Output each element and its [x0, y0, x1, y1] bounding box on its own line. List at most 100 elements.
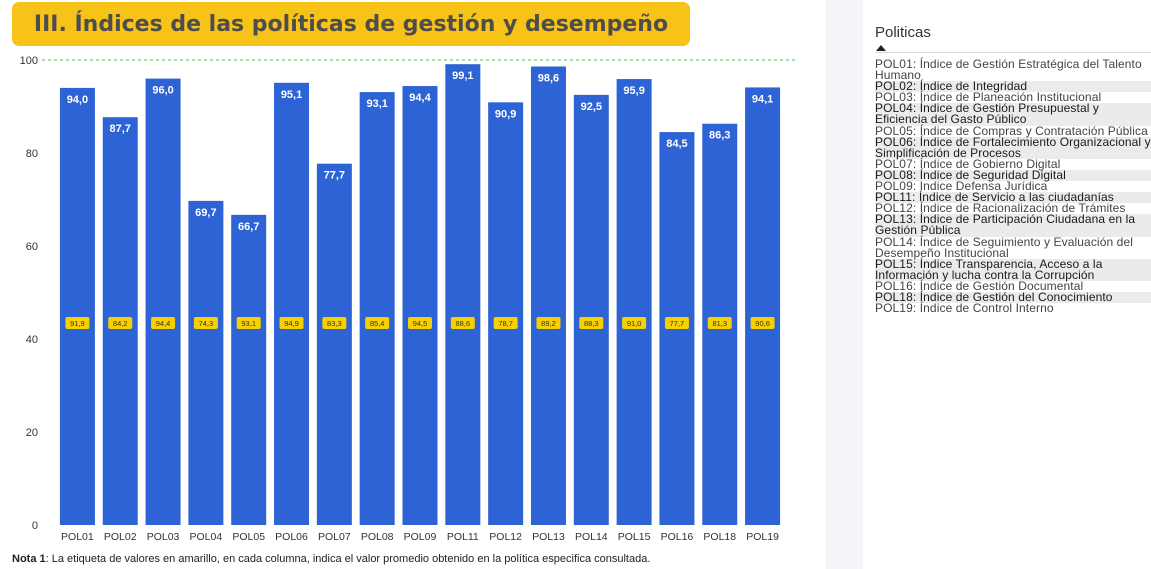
slicer-item[interactable]: POL08: Índice de Seguridad Digital — [875, 169, 1151, 182]
bar-value-label: 94,1 — [752, 93, 773, 105]
x-tick-label: POL04 — [190, 531, 223, 543]
slicer-item[interactable]: POL06: Índice de Fortalecimiento Organiz… — [875, 134, 1151, 160]
slicer-item[interactable]: POL16: Índice de Gestión Documental — [875, 278, 1084, 293]
bar — [274, 82, 310, 525]
slicer-item[interactable]: POL03: Índice de Planeación Instituciona… — [875, 90, 1102, 105]
average-badge — [151, 317, 176, 329]
average-value-label: 94,5 — [413, 319, 428, 328]
y-tick-label: 0 — [32, 520, 38, 532]
bar-value-label: 66,7 — [238, 221, 259, 233]
bar — [231, 214, 267, 525]
average-badge — [750, 317, 775, 329]
y-tick-label: 80 — [26, 148, 38, 160]
x-tick-label: POL02 — [104, 531, 137, 543]
average-value-label: 90,6 — [755, 319, 770, 328]
slicer-item[interactable]: POL05: Índice de Compras y Contratación … — [875, 123, 1148, 138]
average-badge — [322, 317, 347, 329]
bar-value-label: 77,7 — [324, 170, 345, 182]
x-tick-label: POL07 — [318, 531, 351, 543]
slicer-item[interactable]: POL09: Indice Defensa Jurídica — [875, 179, 1048, 194]
note-label: Nota 1 — [12, 553, 46, 565]
slicer-item[interactable]: POL01: Índice de Gestión Estratégica del… — [875, 57, 1142, 83]
average-value-label: 77,7 — [670, 319, 685, 328]
x-tick-label: POL12 — [489, 531, 522, 543]
average-value-label: 91,9 — [70, 319, 85, 328]
average-badge — [664, 317, 689, 329]
bar — [188, 200, 224, 525]
average-value-label: 89,2 — [541, 319, 556, 328]
average-value-label: 83,3 — [327, 319, 342, 328]
slicer-item[interactable]: POL07: Índice de Gobierno Digital — [875, 156, 1061, 171]
average-value-label: 74,3 — [199, 319, 214, 328]
average-value-label: 84,2 — [113, 319, 128, 328]
bar-value-label: 98,6 — [538, 73, 559, 85]
x-tick-label: POL06 — [275, 531, 308, 543]
slicer-title: Politicas — [875, 24, 931, 41]
x-tick-label: POL15 — [618, 531, 651, 543]
average-badge — [450, 317, 475, 329]
bar — [488, 102, 524, 525]
x-tick-label: POL13 — [532, 531, 565, 543]
average-badge — [65, 317, 90, 329]
average-badge — [408, 317, 432, 329]
slicer-item[interactable]: POL15: Índice Transparencia, Acceso a la… — [875, 258, 1151, 281]
average-value-label: 94,9 — [284, 319, 299, 328]
x-tick-label: POL18 — [703, 531, 736, 543]
average-value-label: 85,4 — [370, 319, 385, 328]
bar — [445, 64, 481, 525]
slicer-item[interactable]: POL11: Índice de Servicio a las ciudadan… — [875, 191, 1151, 204]
slicer-item[interactable]: POL04: Índice de Gestión Presupuestal y … — [875, 102, 1151, 126]
bar — [316, 163, 352, 525]
bar — [573, 94, 609, 525]
bar — [402, 86, 438, 525]
slicer-item[interactable]: POL19: Índice de Control Interno — [875, 301, 1054, 316]
y-tick-label: 20 — [26, 427, 38, 439]
bar-value-label: 96,0 — [152, 85, 173, 97]
slicer-item[interactable]: POL14: Índice de Seguimiento y Evaluació… — [875, 234, 1133, 260]
bar-value-label: 95,9 — [623, 85, 644, 97]
bar-value-label: 87,7 — [110, 123, 131, 135]
average-value-label: 81,3 — [712, 319, 727, 328]
bar — [59, 87, 95, 526]
x-tick-label: POL11 — [447, 531, 479, 543]
x-tick-label: POL08 — [361, 531, 394, 543]
average-badge — [707, 317, 732, 329]
slicer-item[interactable]: POL12: Índice de Racionalización de Trám… — [875, 201, 1126, 216]
bar-value-label: 94,0 — [67, 94, 88, 106]
slicer-item[interactable]: POL02: Índice de Integridad — [875, 80, 1151, 93]
average-value-label: 91,0 — [627, 319, 642, 328]
bar — [530, 66, 566, 525]
average-value-label: 88,3 — [584, 319, 599, 328]
bar-value-label: 84,5 — [666, 138, 687, 150]
y-tick-label: 40 — [26, 334, 38, 346]
bar-value-label: 93,1 — [366, 98, 387, 110]
average-value-label: 78,7 — [498, 319, 513, 328]
bar-chart: 0 20 40 60 80 100 94,0 91,9 POL01 87,7 84,2 POL02 96… — [20, 55, 796, 543]
slicer-list: POL01: Índice de Gestión Estratégica del… — [875, 57, 1151, 316]
policy-slicer: Politicas POL01: Índice de Gestión Estra… — [863, 0, 1151, 569]
average-value-label: 94,4 — [156, 319, 171, 328]
slicer-item[interactable]: POL18: Índice de Gestión del Conocimient… — [875, 291, 1151, 304]
average-badge — [622, 317, 647, 329]
slicer-item[interactable]: POL13: Índice de Participación Ciudadana… — [875, 213, 1151, 237]
bar-value-label: 94,4 — [409, 92, 431, 104]
x-tick-label: POL05 — [232, 531, 265, 543]
bar-value-label: 95,1 — [281, 89, 302, 101]
bar-value-label: 92,5 — [581, 101, 602, 113]
slicer-divider — [875, 52, 1151, 53]
average-badge — [365, 317, 390, 329]
x-tick-label: POL16 — [661, 531, 694, 543]
sort-ascending-icon[interactable] — [876, 45, 886, 51]
average-badge — [193, 317, 218, 329]
bar-value-label: 90,9 — [495, 108, 516, 120]
chart-title: III. Índices de las políticas de gestión… — [12, 2, 690, 46]
average-badge — [493, 317, 518, 329]
average-badge — [236, 317, 261, 329]
x-tick-label: POL01 — [61, 531, 94, 543]
average-badge — [108, 317, 133, 329]
x-tick-label: POL14 — [575, 531, 608, 543]
x-tick-label: POL03 — [147, 531, 180, 543]
bar-value-label: 99,1 — [452, 70, 473, 82]
average-badge — [279, 317, 304, 329]
y-tick-label: 100 — [20, 55, 38, 67]
